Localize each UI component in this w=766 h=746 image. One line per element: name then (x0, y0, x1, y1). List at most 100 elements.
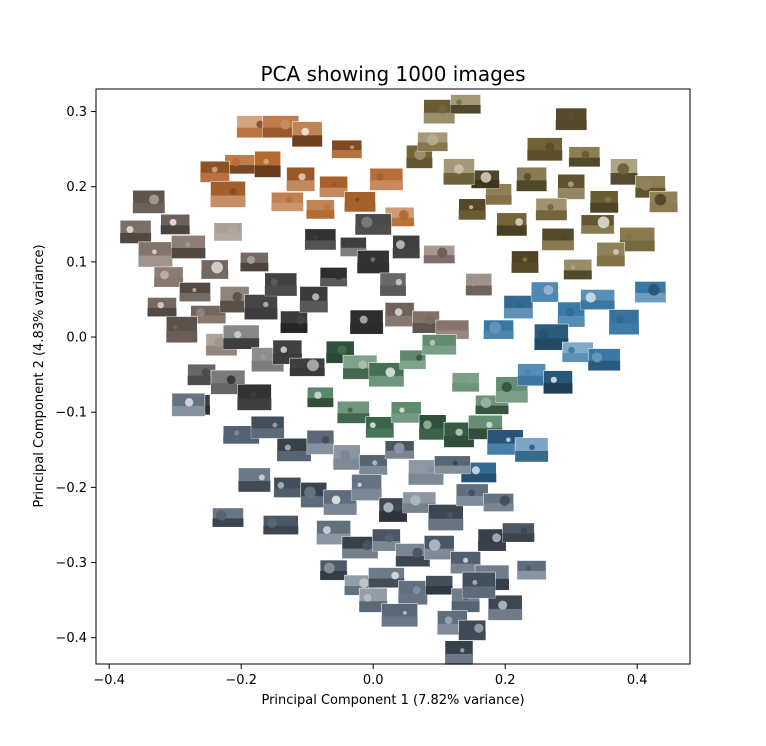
image-thumbnail (634, 281, 667, 303)
thumbnail-detail (344, 202, 376, 212)
thumbnail-subject (359, 578, 369, 588)
thumbnail-detail (588, 360, 621, 371)
thumbnail-subject (469, 205, 474, 210)
thumbnail-detail (483, 503, 514, 512)
thumbnail-subject (357, 482, 362, 487)
thumbnail-subject (547, 204, 554, 211)
thumbnail-detail (434, 465, 471, 474)
thumbnail-subject (568, 346, 575, 354)
thumbnail-detail (557, 187, 585, 200)
thumbnail-detail (425, 586, 453, 595)
thumbnail-detail (357, 263, 390, 274)
thumbnail-detail (333, 458, 361, 470)
thumbnail-subject (160, 270, 169, 280)
thumbnail-subject (347, 407, 353, 413)
thumbnail-detail (534, 338, 569, 351)
thumbnail-subject (441, 580, 447, 586)
thumbnail-detail (272, 353, 302, 365)
image-thumbnail (222, 425, 260, 445)
thumbnail-subject (625, 233, 633, 241)
thumbnail-subject (349, 145, 355, 150)
thumbnail-detail (450, 563, 481, 574)
image-thumbnail (483, 493, 514, 512)
thumbnail-detail (306, 210, 335, 219)
thumbnail-subject (585, 292, 596, 303)
image-thumbnail (337, 400, 370, 424)
thumbnail-detail (568, 157, 600, 167)
image-thumbnail (557, 301, 585, 328)
thumbnail-detail (451, 601, 480, 613)
image-thumbnail (483, 319, 514, 340)
thumbnail-subject (654, 193, 667, 206)
thumbnail-detail (289, 368, 325, 377)
thumbnail-subject (192, 288, 197, 293)
thumbnail-subject (196, 308, 206, 318)
image-thumbnail (238, 467, 271, 493)
thumbnail-subject (515, 218, 523, 226)
thumbnail-detail (187, 375, 216, 386)
thumbnail-detail (238, 481, 271, 492)
thumbnail-subject (498, 600, 508, 610)
thumbnail-subject (437, 247, 448, 258)
thumbnail-detail (211, 383, 245, 395)
thumbnail-detail (323, 503, 357, 515)
image-thumbnail (451, 372, 480, 392)
image-thumbnail (516, 166, 547, 192)
thumbnail-detail (280, 323, 308, 334)
thumbnail-detail (319, 187, 348, 198)
thumbnail-subject (545, 142, 555, 152)
thumbnail-subject (232, 292, 243, 302)
image-thumbnail (514, 437, 549, 463)
image-thumbnail (412, 310, 440, 334)
thumbnail-subject (227, 225, 238, 236)
thumbnail-subject (211, 261, 223, 274)
thumbnail-subject (414, 148, 426, 160)
thumbnail-detail (392, 247, 420, 259)
thumbnail-detail (320, 277, 348, 287)
thumbnail-subject (617, 163, 630, 175)
thumbnail-detail (200, 172, 230, 183)
image-thumbnail (356, 250, 390, 274)
image-thumbnail (341, 536, 379, 559)
image-thumbnail (392, 235, 420, 259)
image-thumbnail (319, 267, 348, 287)
x-tick-label: −0.2 (225, 673, 257, 688)
image-thumbnail (527, 137, 563, 161)
y-tick-label: −0.2 (55, 481, 87, 496)
image-thumbnail (365, 416, 395, 438)
thumbnail-detail (406, 157, 433, 169)
thumbnail-subject (444, 616, 453, 625)
image-thumbnail (147, 297, 177, 317)
image-thumbnail (289, 357, 325, 377)
thumbnail-detail (299, 300, 328, 313)
thumbnail-subject (452, 460, 458, 466)
thumbnail-detail (300, 496, 327, 508)
thumbnail-subject (523, 172, 532, 181)
thumbnail-subject (270, 278, 279, 286)
image-thumbnail (344, 191, 376, 212)
image-thumbnail (568, 146, 601, 167)
image-thumbnail (543, 370, 573, 394)
thumbnail-detail (271, 202, 304, 212)
thumbnail-detail (359, 465, 388, 475)
thumbnail-detail (581, 225, 615, 234)
thumbnail-subject (456, 99, 462, 105)
thumbnail-detail (138, 255, 173, 267)
y-tick-label: −0.1 (55, 406, 87, 421)
image-thumbnail (224, 154, 258, 174)
thumbnail-detail (372, 541, 401, 551)
image-thumbnail (300, 482, 328, 508)
thumbnail-detail (437, 623, 468, 635)
thumbnail-detail (609, 323, 639, 335)
thumbnail-detail (171, 247, 206, 259)
image-thumbnail (399, 349, 427, 370)
image-thumbnail (119, 220, 152, 244)
thumbnail-subject (648, 284, 660, 296)
thumbnail-subject (489, 321, 502, 334)
thumbnail-subject (550, 376, 557, 383)
thumbnail-subject (234, 430, 240, 436)
thumbnail-subject (332, 182, 337, 187)
thumbnail-subject (384, 533, 394, 543)
thumbnail-points (119, 94, 678, 665)
